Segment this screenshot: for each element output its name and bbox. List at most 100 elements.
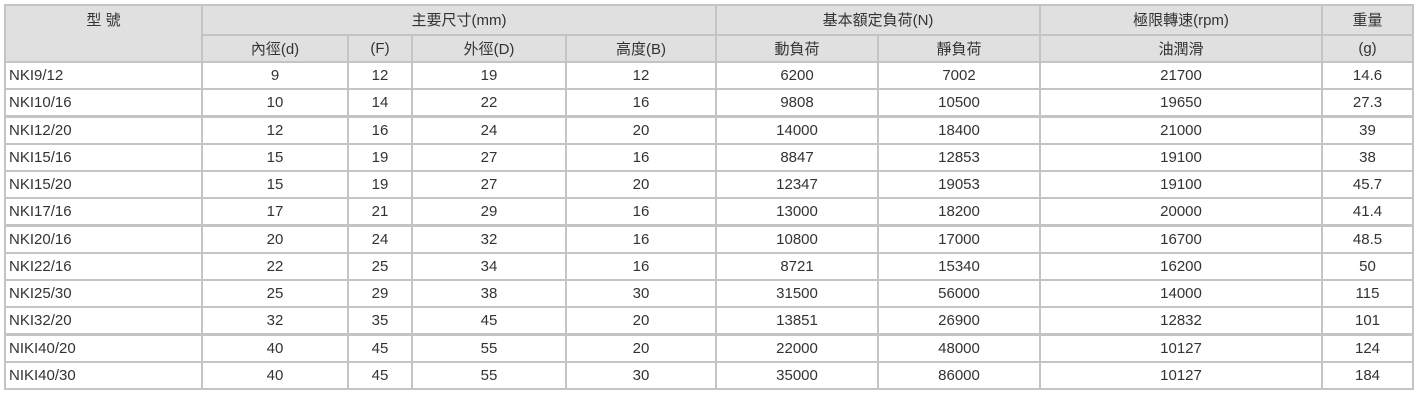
subheader-cell: (g): [1321, 34, 1414, 63]
value-cell: 45: [347, 361, 413, 390]
table-row: NKI10/16 10 14 22 16 9808 10500 19650 27.3: [4, 88, 1414, 118]
value-cell: 8721: [715, 252, 879, 281]
value-cell: 12832: [1039, 306, 1323, 336]
value-cell: 6200: [715, 61, 879, 90]
value-cell: 14000: [1039, 279, 1323, 308]
value-cell: 24: [411, 115, 567, 145]
value-cell: 18400: [877, 115, 1041, 145]
value-cell: 45: [411, 306, 567, 336]
value-cell: 48.5: [1321, 224, 1414, 254]
value-cell: 35000: [715, 361, 879, 390]
model-cell: NKI15/16: [4, 143, 203, 172]
value-cell: 45: [347, 333, 413, 363]
table-row: NIKI40/20 40 45 55 20 22000 48000 10127 124: [4, 333, 1414, 363]
value-cell: 16: [565, 88, 717, 118]
value-cell: 13851: [715, 306, 879, 336]
model-cell: NIKI40/30: [4, 361, 203, 390]
value-cell: 30: [565, 361, 717, 390]
subheader-cell: 內徑(d): [201, 34, 349, 63]
value-cell: 40: [201, 361, 349, 390]
value-cell: 124: [1321, 333, 1414, 363]
subheader-cell: (F): [347, 34, 413, 63]
subheader-cell: 油潤滑: [1039, 34, 1323, 63]
value-cell: 86000: [877, 361, 1041, 390]
bearing-spec-table: 型 號 主要尺寸(mm) 基本額定負荷(N) 極限轉速(rpm) 重量 內徑(d…: [4, 4, 1414, 390]
header-weight: 重量: [1321, 4, 1414, 36]
value-cell: 21700: [1039, 61, 1323, 90]
value-cell: 8847: [715, 143, 879, 172]
value-cell: 32: [201, 306, 349, 336]
value-cell: 48000: [877, 333, 1041, 363]
table-row: NIKI40/30 40 45 55 30 35000 86000 10127 184: [4, 361, 1414, 390]
value-cell: 41.4: [1321, 197, 1414, 227]
value-cell: 16: [347, 115, 413, 145]
subheader-cell: 高度(B): [565, 34, 717, 63]
value-cell: 22: [411, 88, 567, 118]
value-cell: 45.7: [1321, 170, 1414, 199]
table-row: NKI12/20 12 16 24 20 14000 18400 21000 39: [4, 115, 1414, 145]
value-cell: 15: [201, 170, 349, 199]
value-cell: 12853: [877, 143, 1041, 172]
value-cell: 56000: [877, 279, 1041, 308]
table-row: NKI32/20 32 35 45 20 13851 26900 12832 101: [4, 306, 1414, 336]
model-cell: NKI9/12: [4, 61, 203, 90]
value-cell: 13000: [715, 197, 879, 227]
value-cell: 27.3: [1321, 88, 1414, 118]
model-cell: NKI15/20: [4, 170, 203, 199]
value-cell: 115: [1321, 279, 1414, 308]
value-cell: 184: [1321, 361, 1414, 390]
value-cell: 16: [565, 143, 717, 172]
value-cell: 9: [201, 61, 349, 90]
model-cell: NKI12/20: [4, 115, 203, 145]
value-cell: 16: [565, 197, 717, 227]
value-cell: 20: [201, 224, 349, 254]
value-cell: 55: [411, 361, 567, 390]
header-model: 型 號: [4, 4, 203, 63]
value-cell: 30: [565, 279, 717, 308]
table-row: NKI20/16 20 24 32 16 10800 17000 16700 48.5: [4, 224, 1414, 254]
value-cell: 26900: [877, 306, 1041, 336]
value-cell: 17: [201, 197, 349, 227]
header-limit-speed: 極限轉速(rpm): [1039, 4, 1323, 36]
value-cell: 14000: [715, 115, 879, 145]
model-cell: NKI32/20: [4, 306, 203, 336]
value-cell: 38: [411, 279, 567, 308]
value-cell: 14: [347, 88, 413, 118]
value-cell: 16: [565, 252, 717, 281]
value-cell: 17000: [877, 224, 1041, 254]
table-row: NKI22/16 22 25 34 16 8721 15340 16200 50: [4, 252, 1414, 281]
subheader-cell: 靜負荷: [877, 34, 1041, 63]
value-cell: 32: [411, 224, 567, 254]
value-cell: 15: [201, 143, 349, 172]
value-cell: 10127: [1039, 333, 1323, 363]
value-cell: 15340: [877, 252, 1041, 281]
value-cell: 20: [565, 306, 717, 336]
value-cell: 31500: [715, 279, 879, 308]
value-cell: 12347: [715, 170, 879, 199]
value-cell: 10: [201, 88, 349, 118]
model-cell: NKI17/16: [4, 197, 203, 227]
value-cell: 29: [347, 279, 413, 308]
value-cell: 12: [347, 61, 413, 90]
value-cell: 19: [347, 143, 413, 172]
model-cell: NKI20/16: [4, 224, 203, 254]
value-cell: 21: [347, 197, 413, 227]
value-cell: 29: [411, 197, 567, 227]
value-cell: 27: [411, 143, 567, 172]
value-cell: 19053: [877, 170, 1041, 199]
value-cell: 50: [1321, 252, 1414, 281]
value-cell: 25: [201, 279, 349, 308]
value-cell: 101: [1321, 306, 1414, 336]
model-cell: NKI10/16: [4, 88, 203, 118]
value-cell: 21000: [1039, 115, 1323, 145]
value-cell: 24: [347, 224, 413, 254]
table-row: NKI17/16 17 21 29 16 13000 18200 20000 41.4: [4, 197, 1414, 227]
value-cell: 12: [565, 61, 717, 90]
value-cell: 16200: [1039, 252, 1323, 281]
value-cell: 22000: [715, 333, 879, 363]
value-cell: 20: [565, 115, 717, 145]
value-cell: 10127: [1039, 361, 1323, 390]
model-cell: NKI22/16: [4, 252, 203, 281]
subheader-cell: 外徑(D): [411, 34, 567, 63]
value-cell: 16700: [1039, 224, 1323, 254]
